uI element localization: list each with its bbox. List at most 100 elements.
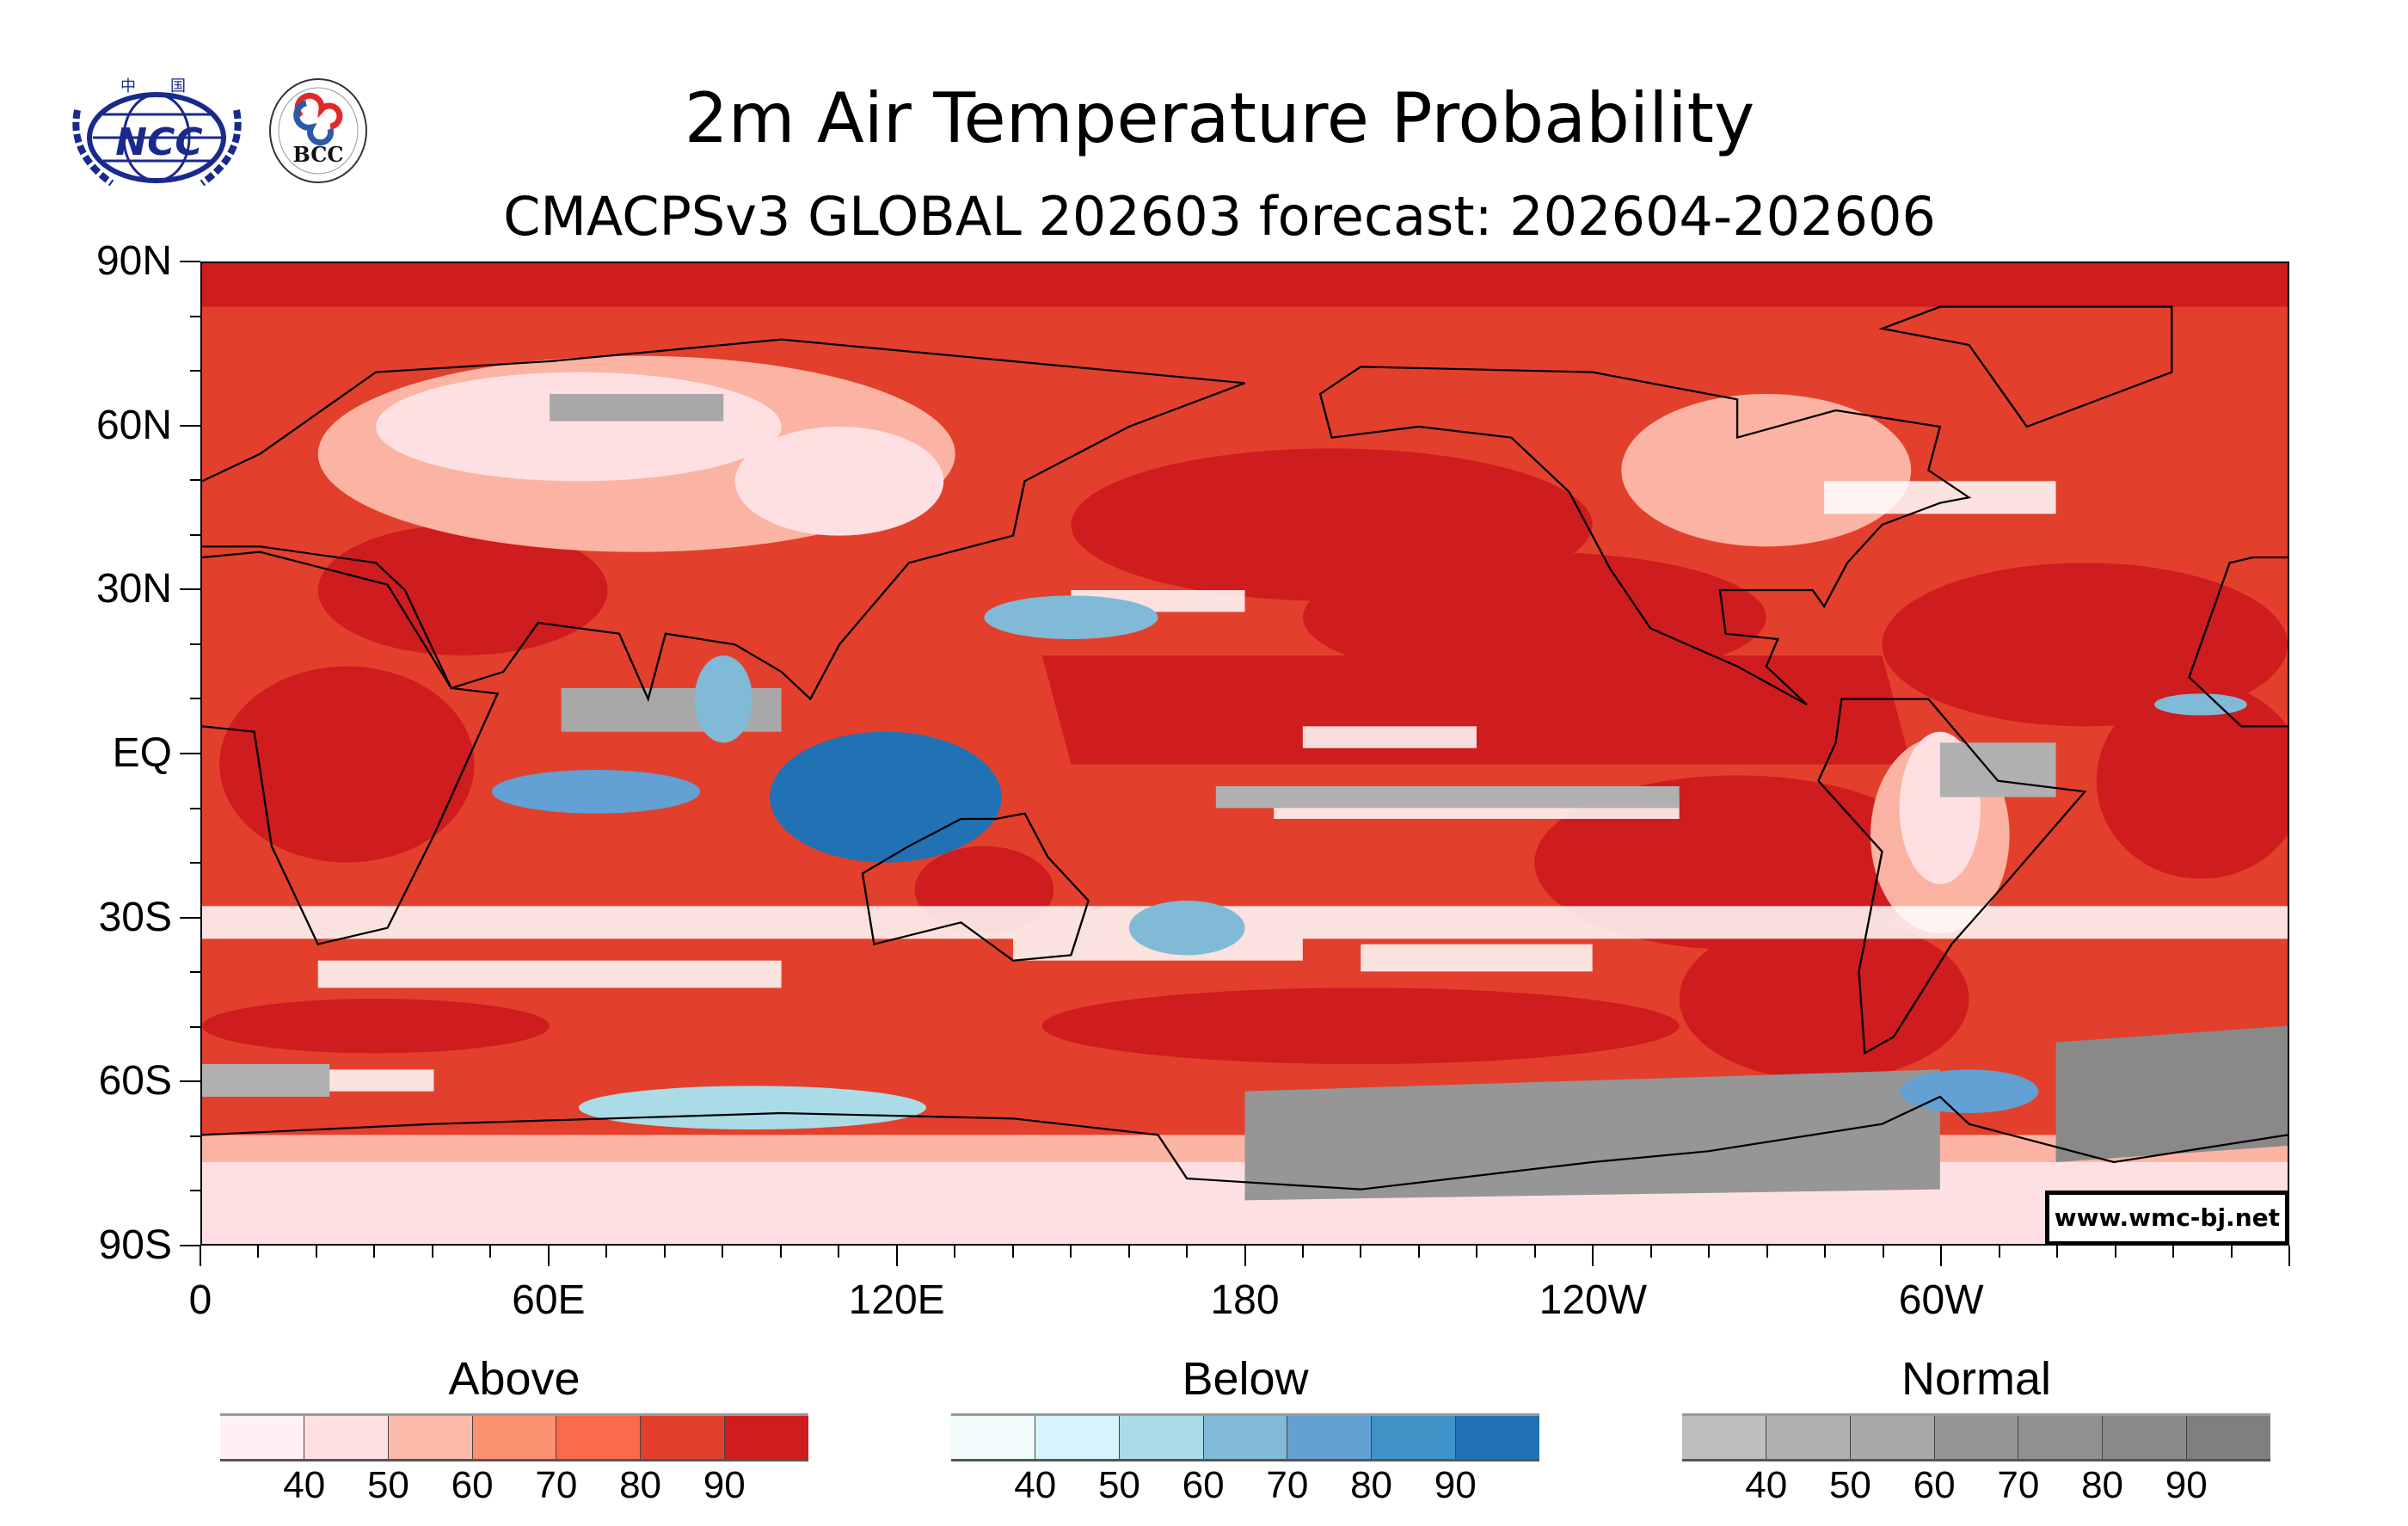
y-tick (180, 588, 200, 591)
legend-swatch (1372, 1416, 1457, 1459)
y-tick (180, 424, 200, 427)
x-tick (373, 1246, 376, 1258)
x-tick (838, 1246, 840, 1258)
legend-swatch (2187, 1416, 2271, 1459)
legend-title-above: Above (448, 1353, 580, 1405)
svg-text:NCC: NCC (115, 120, 202, 164)
y-tick (190, 479, 200, 482)
legend-tick-label: 60 (451, 1464, 494, 1506)
svg-text:BCC: BCC (293, 142, 344, 167)
x-tick (1417, 1246, 1420, 1258)
x-tick (722, 1246, 724, 1258)
legend-swatch (1934, 1416, 2019, 1459)
y-tick-label: 30N (95, 566, 172, 612)
legend-tick-label: 90 (1434, 1464, 1477, 1506)
legend-tick-label: 80 (619, 1464, 662, 1506)
legend-tick-label: 60 (1182, 1464, 1225, 1506)
x-tick (200, 1246, 201, 1266)
watermark: www.wmc-bj.net (2044, 1191, 2289, 1246)
legend-colorbar (951, 1413, 1540, 1461)
x-tick (1244, 1246, 1246, 1266)
chart-title: 2m Air Temperature Probability (684, 78, 1755, 158)
x-tick (1824, 1246, 1827, 1258)
y-tick (190, 315, 200, 317)
legend-swatch (1203, 1416, 1288, 1459)
x-tick (1476, 1246, 1478, 1258)
coast-australia (861, 812, 1090, 962)
y-tick (190, 862, 200, 865)
coastlines (202, 305, 2288, 1191)
legend-swatch (1766, 1416, 1851, 1459)
y-tick (180, 1080, 200, 1083)
ncc-logo: 中 国 NCC (72, 77, 242, 187)
svg-text:国: 国 (170, 77, 186, 95)
x-tick (489, 1246, 492, 1258)
x-tick (1301, 1246, 1304, 1258)
y-tick (190, 643, 200, 645)
x-tick (315, 1246, 317, 1258)
x-tick (257, 1246, 260, 1258)
x-tick (1592, 1246, 1594, 1266)
y-tick-label: 60S (98, 1058, 172, 1105)
x-tick (2230, 1246, 2233, 1258)
x-tick (2288, 1246, 2290, 1266)
y-tick-label: 90S (98, 1222, 172, 1268)
legend-swatch (388, 1416, 473, 1459)
x-tick (779, 1246, 782, 1258)
bcc-logo: BCC (269, 78, 367, 183)
legend-tick-label: 70 (1266, 1464, 1309, 1506)
legend-colorbar (220, 1413, 809, 1461)
legend-swatch (1456, 1416, 1540, 1459)
x-tick (1649, 1246, 1652, 1258)
legend-swatch (304, 1416, 389, 1459)
legend-colorbar (1682, 1413, 2271, 1461)
y-tick-label: 90N (95, 238, 172, 284)
coast-antarctica (202, 1095, 2288, 1191)
y-tick-label: EQ (112, 730, 172, 776)
y-tick (180, 1245, 200, 1246)
y-tick-label: 60N (95, 402, 172, 448)
x-tick (2056, 1246, 2059, 1258)
x-tick (1940, 1246, 1943, 1266)
probability-map (200, 262, 2289, 1246)
legend-title-below: Below (1182, 1353, 1309, 1405)
coast-africa-west (2188, 556, 2288, 728)
x-tick (431, 1246, 433, 1258)
y-tick (190, 971, 200, 974)
x-tick (605, 1246, 608, 1258)
legend-tick-label: 40 (1014, 1464, 1057, 1506)
svg-text:中: 中 (120, 77, 136, 95)
legend-title-normal: Normal (1901, 1353, 2052, 1405)
normal-regions (202, 394, 2288, 1201)
y-tick (190, 1190, 200, 1192)
legend-tick-label: 40 (1745, 1464, 1788, 1506)
above-90-regions (202, 263, 2288, 1080)
legend-tick-label: 60 (1913, 1464, 1956, 1506)
y-tick (180, 261, 200, 262)
legend-tick-label: 70 (1997, 1464, 2040, 1506)
legend-swatch (2103, 1416, 2188, 1459)
chart-subtitle: CMACPSv3 GLOBAL 202603 forecast: 202604-… (503, 185, 1936, 248)
y-tick (190, 533, 200, 536)
x-tick (895, 1246, 898, 1266)
x-tick (1360, 1246, 1362, 1258)
legend-swatch (641, 1416, 726, 1459)
legend-swatch (472, 1416, 557, 1459)
legend-tick-label: 80 (2081, 1464, 2124, 1506)
legend-tick-label: 40 (283, 1464, 326, 1506)
x-tick-label: 120E (848, 1277, 945, 1323)
legend-swatch (1287, 1416, 1373, 1459)
legend-swatch (1035, 1416, 1120, 1459)
y-tick (190, 370, 200, 372)
legend-tick-label: 90 (2165, 1464, 2208, 1506)
x-tick (1766, 1246, 1768, 1258)
legend-tick-label: 50 (1828, 1464, 1871, 1506)
legend-swatch (556, 1416, 642, 1459)
x-tick (954, 1246, 956, 1258)
legend-swatch (1682, 1416, 1766, 1459)
legend-swatch (951, 1416, 1035, 1459)
x-tick (1186, 1246, 1189, 1258)
legend-swatch (220, 1416, 304, 1459)
x-tick (1127, 1246, 1130, 1258)
x-tick (2114, 1246, 2116, 1258)
